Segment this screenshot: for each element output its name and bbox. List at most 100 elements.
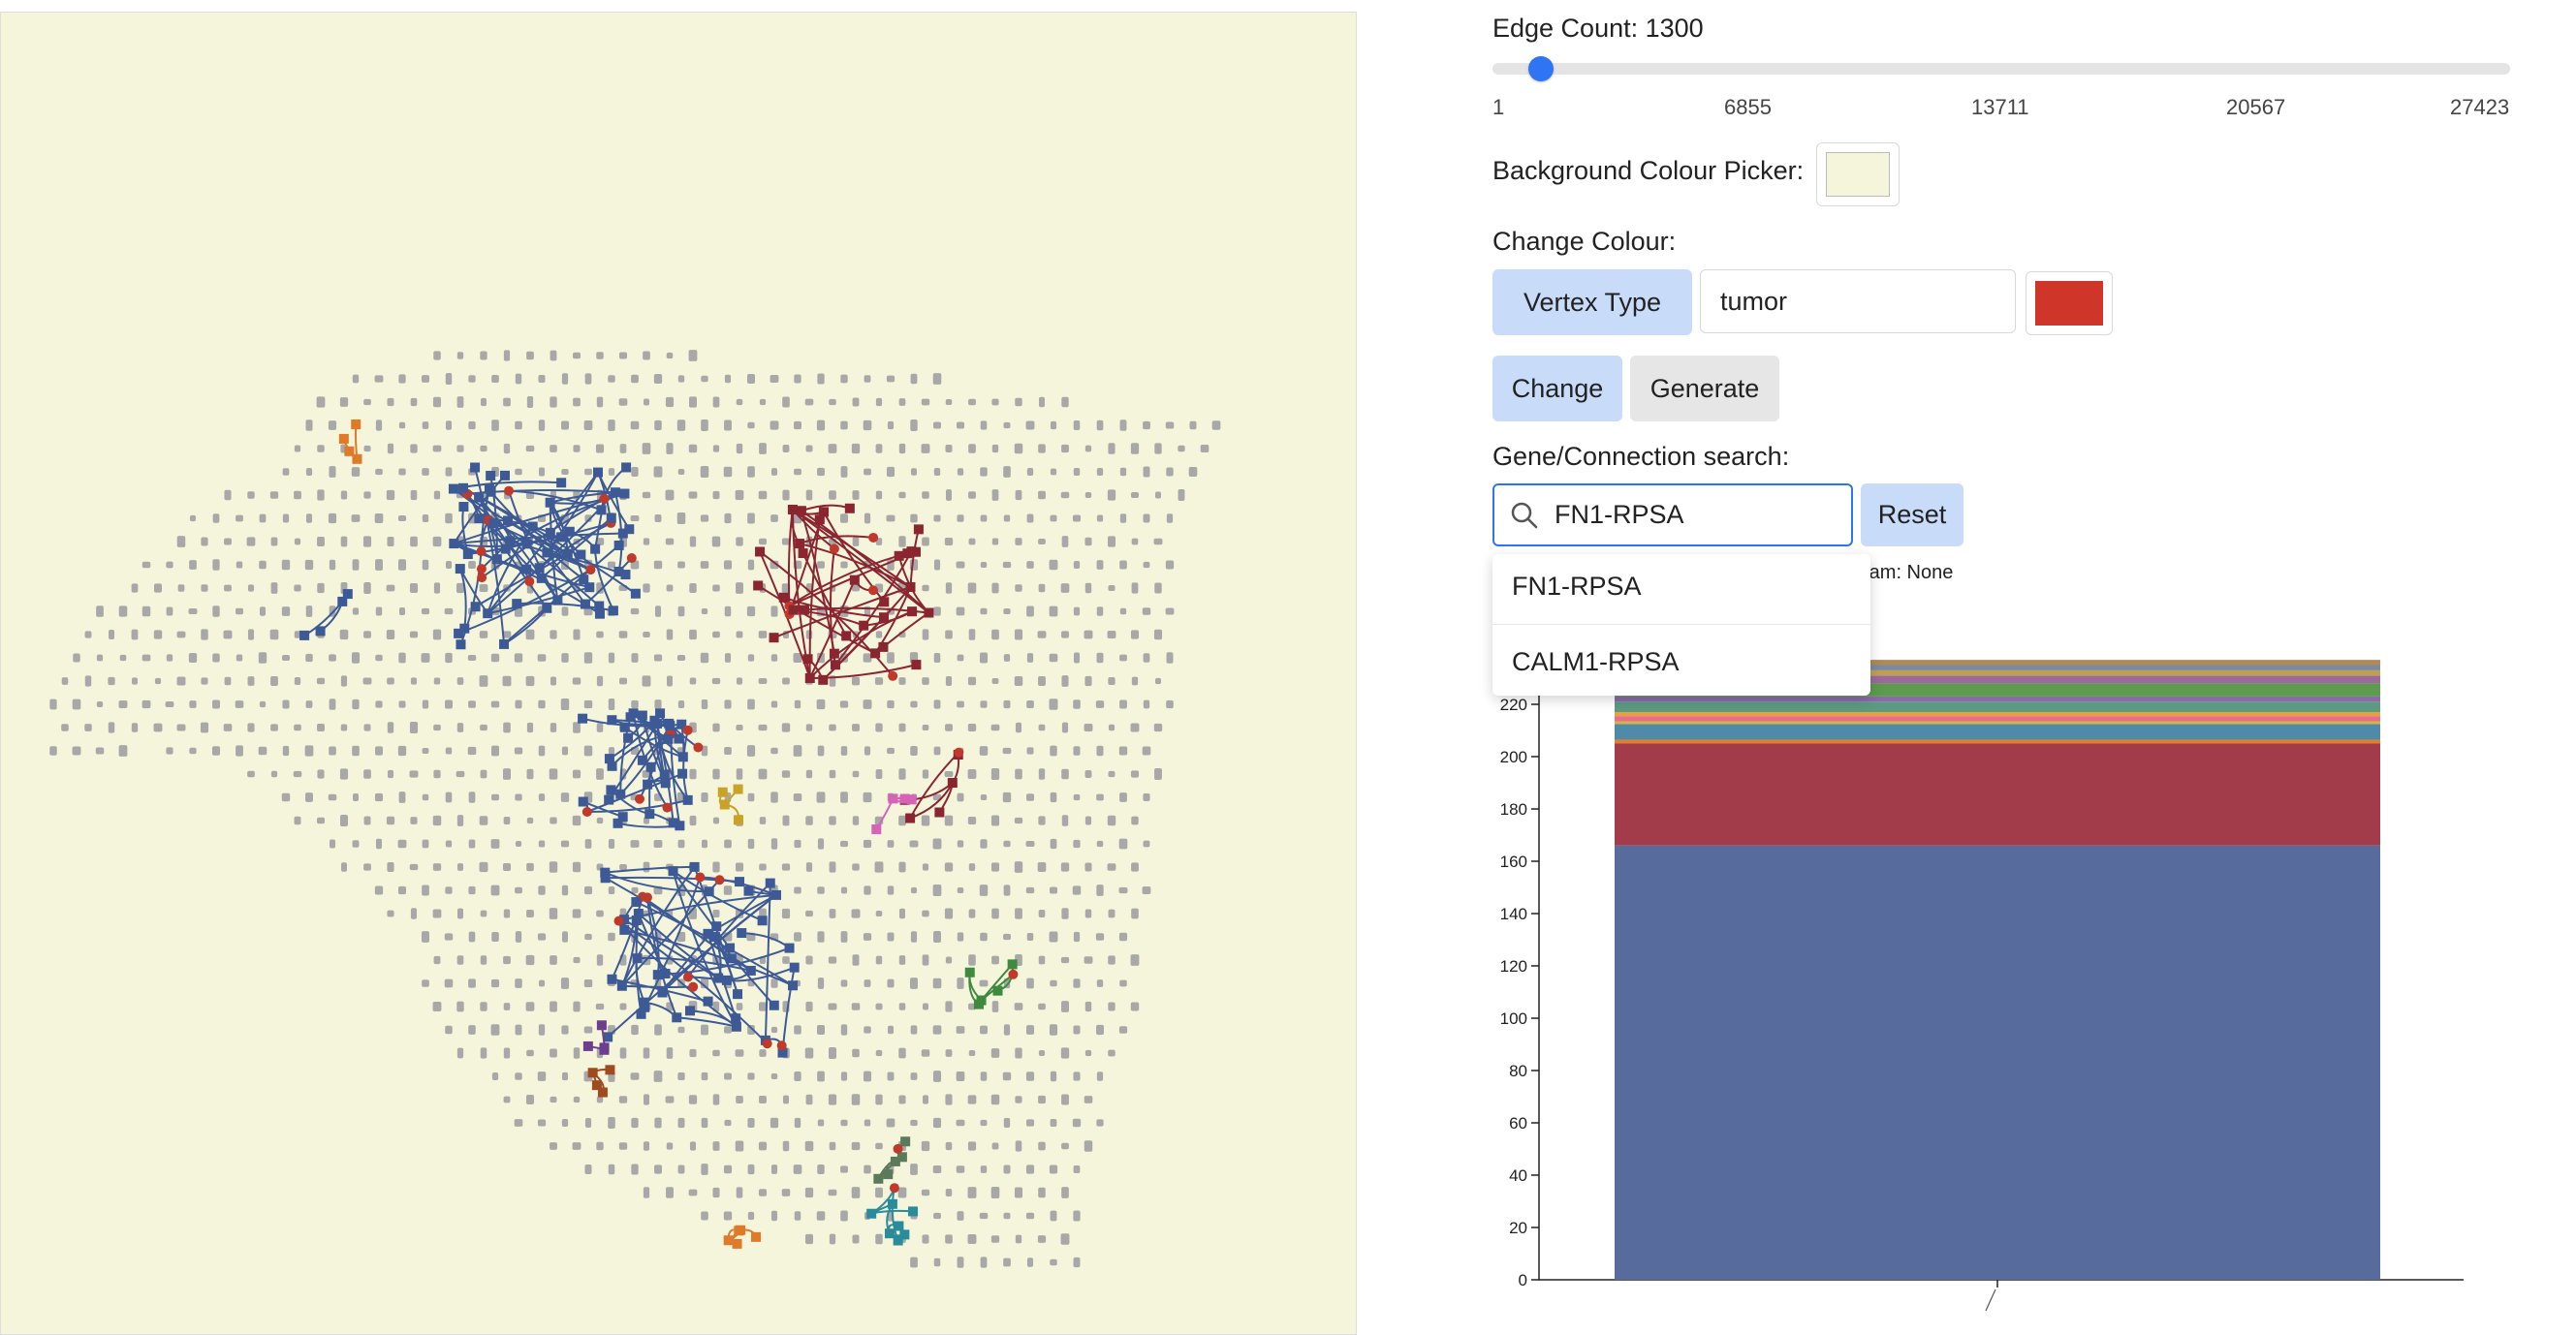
- vertex[interactable]: [907, 606, 918, 617]
- vertex[interactable]: [504, 485, 515, 496]
- vertex[interactable]: [474, 513, 485, 524]
- vertex[interactable]: [344, 446, 355, 456]
- vertex[interactable]: [883, 1169, 894, 1180]
- vertex[interactable]: [905, 813, 916, 823]
- vertex[interactable]: [596, 505, 607, 515]
- vertex[interactable]: [456, 639, 466, 650]
- vertex[interactable]: [486, 470, 496, 481]
- cluster-brown[interactable]: [587, 1065, 615, 1098]
- vertex[interactable]: [642, 892, 652, 903]
- vertex[interactable]: [682, 794, 693, 805]
- vertex[interactable]: [795, 539, 805, 549]
- vertex[interactable]: [315, 626, 326, 636]
- bar-segment-7[interactable]: [1615, 712, 2380, 717]
- vertex[interactable]: [736, 1225, 746, 1235]
- vertex[interactable]: [596, 1020, 607, 1031]
- vertex[interactable]: [606, 785, 616, 795]
- vertex[interactable]: [607, 761, 617, 771]
- vertex[interactable]: [890, 1156, 900, 1166]
- vertex[interactable]: [684, 1006, 695, 1016]
- vertex[interactable]: [449, 539, 459, 549]
- bar-segment-9[interactable]: [1615, 696, 2380, 702]
- vertex[interactable]: [894, 1221, 904, 1231]
- vertex[interactable]: [625, 712, 636, 723]
- vertex[interactable]: [564, 526, 575, 537]
- cluster-blue-left[interactable]: [299, 589, 353, 640]
- vertex[interactable]: [663, 733, 674, 744]
- vertex[interactable]: [830, 660, 840, 670]
- vertex[interactable]: [584, 582, 595, 593]
- vertex[interactable]: [491, 554, 502, 565]
- vertex[interactable]: [617, 812, 628, 823]
- bar-segment-6[interactable]: [1615, 716, 2380, 722]
- reset-button[interactable]: Reset: [1861, 483, 1963, 546]
- vertex[interactable]: [536, 573, 547, 583]
- vertex[interactable]: [610, 487, 620, 498]
- vertex[interactable]: [802, 654, 813, 665]
- vertex[interactable]: [448, 483, 458, 494]
- cluster-blue-mid[interactable]: [578, 708, 704, 831]
- cluster-blue-bottom[interactable]: [600, 861, 800, 1058]
- vertex[interactable]: [542, 547, 552, 558]
- vertex[interactable]: [719, 799, 730, 810]
- vertex[interactable]: [576, 549, 586, 560]
- vertex[interactable]: [866, 1208, 877, 1219]
- vertex[interactable]: [454, 628, 464, 638]
- vertex[interactable]: [652, 970, 663, 980]
- vertex[interactable]: [477, 573, 487, 583]
- vertex[interactable]: [1007, 959, 1018, 970]
- vertex[interactable]: [600, 867, 611, 878]
- vertex[interactable]: [910, 546, 921, 557]
- vertex[interactable]: [458, 482, 469, 493]
- vertex[interactable]: [500, 543, 511, 554]
- vertex[interactable]: [787, 505, 798, 515]
- vertex[interactable]: [337, 596, 348, 606]
- vertex[interactable]: [483, 608, 493, 619]
- vertex[interactable]: [624, 524, 635, 535]
- vertex[interactable]: [640, 1002, 650, 1012]
- vertex[interactable]: [788, 605, 799, 615]
- vertex-color-picker[interactable]: [2026, 271, 2113, 335]
- vertex[interactable]: [578, 796, 588, 807]
- vertex[interactable]: [592, 467, 603, 478]
- vertex[interactable]: [590, 543, 601, 554]
- suggestion-item-fn1-rpsa[interactable]: FN1-RPSA: [1512, 572, 1642, 601]
- vertex[interactable]: [608, 605, 618, 616]
- vertex[interactable]: [338, 433, 349, 444]
- bar-segment-5[interactable]: [1615, 721, 2380, 725]
- vertex[interactable]: [784, 943, 795, 953]
- vertex[interactable]: [733, 784, 743, 794]
- vertex[interactable]: [616, 980, 627, 991]
- vertex[interactable]: [486, 486, 496, 497]
- vertex[interactable]: [562, 548, 573, 559]
- vertex[interactable]: [726, 953, 737, 964]
- vertex[interactable]: [668, 866, 678, 877]
- vertex[interactable]: [351, 419, 361, 429]
- vertex[interactable]: [731, 1013, 741, 1024]
- vertex[interactable]: [665, 720, 675, 730]
- bar-segment-14[interactable]: [1615, 660, 2380, 666]
- vertex[interactable]: [615, 789, 626, 799]
- vertex[interactable]: [868, 532, 879, 543]
- network-canvas-panel[interactable]: [0, 12, 1357, 1335]
- vertex[interactable]: [597, 1087, 608, 1098]
- vertex[interactable]: [878, 612, 889, 623]
- bar-segment-1[interactable]: [1615, 845, 2380, 1280]
- vertex-type-button[interactable]: Vertex Type: [1492, 269, 1692, 335]
- vertex[interactable]: [659, 769, 670, 780]
- vertex[interactable]: [674, 733, 684, 744]
- vertex[interactable]: [765, 878, 775, 888]
- vertex[interactable]: [913, 524, 924, 535]
- vertex[interactable]: [352, 453, 362, 464]
- vertex[interactable]: [844, 503, 855, 513]
- vertex[interactable]: [776, 1040, 787, 1051]
- vertex[interactable]: [879, 597, 890, 607]
- vertex[interactable]: [818, 674, 829, 685]
- vertex[interactable]: [688, 981, 699, 992]
- bar-segment-2[interactable]: [1615, 743, 2380, 846]
- vertex[interactable]: [888, 670, 898, 681]
- vertex[interactable]: [829, 648, 839, 659]
- vertex[interactable]: [796, 506, 806, 516]
- vertex[interactable]: [632, 953, 643, 964]
- vertex[interactable]: [870, 648, 881, 659]
